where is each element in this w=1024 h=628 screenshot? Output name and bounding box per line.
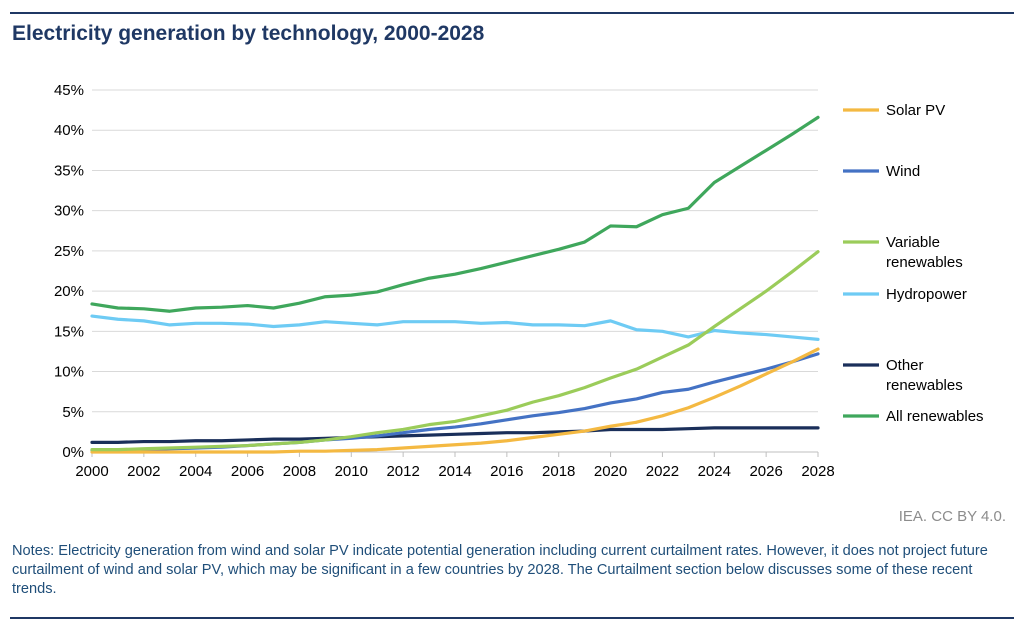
series-lines bbox=[90, 115, 820, 454]
x-tick-label: 2018 bbox=[542, 463, 575, 480]
legend-label-line: Wind bbox=[886, 163, 920, 180]
series-line-solar-pv bbox=[90, 347, 820, 454]
series-line-wind bbox=[90, 352, 820, 452]
x-tick-label: 2004 bbox=[179, 463, 212, 480]
legend-label-line: renewables bbox=[886, 254, 963, 271]
legend-label-variable-renewables: Variable renewables bbox=[886, 234, 963, 271]
x-tick-label: 2020 bbox=[594, 463, 627, 480]
legend-label-line: Variable bbox=[886, 234, 940, 251]
y-tick-label: 30% bbox=[54, 203, 84, 220]
y-tick-label: 35% bbox=[54, 162, 84, 179]
x-tick-label: 2014 bbox=[438, 463, 471, 480]
x-tick-label: 2026 bbox=[749, 463, 782, 480]
y-tick-label: 45% bbox=[54, 82, 84, 99]
x-tick-label: 2022 bbox=[646, 463, 679, 480]
legend-label-line: renewables bbox=[886, 377, 963, 394]
source-note: IEA. CC BY 4.0. bbox=[898, 508, 1006, 525]
y-tick-label: 20% bbox=[54, 283, 84, 300]
legend: Solar PV Wind Variable renewables Hydropower… bbox=[843, 102, 984, 425]
series-line-variable-renewables bbox=[90, 250, 820, 452]
grid-lines bbox=[92, 89, 818, 413]
x-tick-label: 2002 bbox=[127, 463, 160, 480]
legend-label-line: All renewables bbox=[886, 408, 984, 425]
legend-label-wind: Wind bbox=[886, 163, 920, 180]
bottom-rule bbox=[10, 617, 1014, 619]
series-line-hydropower bbox=[90, 314, 820, 341]
y-tick-label: 0% bbox=[62, 444, 84, 461]
x-tick-label: 2010 bbox=[335, 463, 368, 480]
chart-notes: Notes: Electricity generation from wind … bbox=[12, 543, 988, 597]
top-rule bbox=[10, 12, 1014, 14]
chart-title: Electricity generation by technology, 20… bbox=[12, 22, 485, 45]
x-tick-label: 2006 bbox=[231, 463, 264, 480]
legend-label-other-renewables: Other renewables bbox=[886, 357, 963, 394]
x-tick-label: 2016 bbox=[490, 463, 523, 480]
legend-label-hydropower: Hydropower bbox=[886, 286, 967, 303]
y-tick-label: 40% bbox=[54, 122, 84, 139]
legend-label-line: Other bbox=[886, 357, 924, 374]
legend-label-line: Solar PV bbox=[886, 102, 945, 119]
axes: 0% 5% 10% 15% 20% 25% 30% 35% 40% 45% 2000 2002 2004… bbox=[54, 82, 835, 480]
y-tick-label: 25% bbox=[54, 243, 84, 260]
series-line-all-renewables bbox=[90, 115, 820, 313]
legend-label-solar-pv: Solar PV bbox=[886, 102, 945, 119]
y-tick-label: 10% bbox=[54, 364, 84, 381]
legend-label-all-renewables: All renewables bbox=[886, 408, 984, 425]
y-tick-label: 15% bbox=[54, 323, 84, 340]
x-tick-label: 2012 bbox=[386, 463, 419, 480]
y-tick-label: 5% bbox=[62, 404, 84, 421]
series-line-other-renewables bbox=[90, 426, 820, 444]
x-tick-label: 2008 bbox=[283, 463, 316, 480]
legend-label-line: Hydropower bbox=[886, 286, 967, 303]
x-tick-label: 2028 bbox=[801, 463, 834, 480]
x-tick-label: 2024 bbox=[698, 463, 731, 480]
x-tick-label: 2000 bbox=[75, 463, 108, 480]
